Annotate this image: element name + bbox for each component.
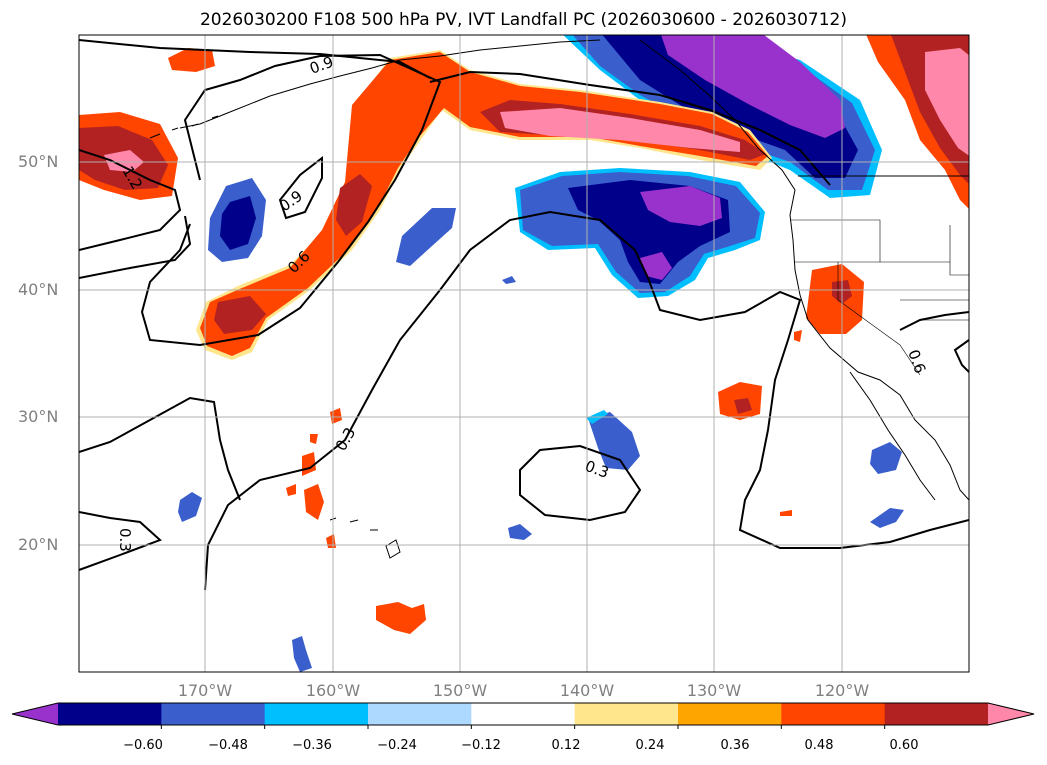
latitude-label: 20°N [18, 535, 59, 554]
colorbar-cell [471, 703, 576, 725]
island-positive-5 [310, 434, 318, 444]
longitude-label: 120°W [814, 681, 870, 700]
contour-ring-west [79, 149, 182, 251]
colorbar-extend-min [12, 703, 58, 725]
alaska-coastline [179, 39, 601, 129]
contour-label: 0.3 [116, 528, 134, 552]
small-negative-3 [292, 636, 312, 672]
latitude-label: 40°N [18, 280, 59, 299]
contour-0.3-sw [79, 511, 162, 571]
contour-0.9-loop [278, 155, 323, 220]
colorbar-cell [368, 703, 472, 725]
colorbar-outline [11, 702, 1035, 726]
contour-0.9-north [79, 39, 431, 79]
colorbar-tick-label: −0.24 [377, 738, 417, 753]
central-negative-blob-core2 [640, 252, 672, 280]
colorbar-tick-label: −0.48 [208, 738, 248, 753]
colorbar-tick-marks [160, 725, 886, 729]
longitude-label: 130°W [686, 681, 742, 700]
colorbar-cell [781, 703, 886, 725]
colorbar-tick-label: 0.60 [889, 738, 919, 753]
colorbar-cell [58, 703, 162, 725]
mid-negative-blob [396, 208, 456, 266]
contour-0.3-south-tongue [204, 210, 969, 591]
longitude-label: 150°W [432, 681, 488, 700]
band-dark-patch-1 [336, 174, 372, 236]
colorbar [11, 702, 1035, 729]
contour-0.6 [140, 53, 442, 347]
nw-small-positive [168, 48, 215, 72]
positive-anomaly-fills [79, 35, 969, 634]
colorbar-cell [264, 703, 369, 725]
colorbar-cells [12, 703, 1034, 725]
gridlines [79, 35, 969, 672]
baja-coastline [849, 371, 936, 501]
longitude-label: 170°W [177, 681, 233, 700]
colorbar-cell [574, 703, 679, 725]
small-negative-2 [508, 524, 532, 540]
contour-lines [79, 39, 969, 591]
state-borders [790, 219, 969, 376]
island-positive-6 [286, 484, 296, 496]
map-title: 2026030200 F108 500 hPa PV, IVT Landfall… [199, 10, 847, 30]
e-positive-blob-dark [734, 398, 752, 414]
contour-0.6-long [429, 70, 831, 186]
ne-pacific-negative-trough-core [661, 35, 845, 138]
colorbar-tick-label: 0.48 [804, 738, 834, 753]
tiny-positive-2 [794, 330, 802, 342]
aleutian-islands [149, 115, 219, 139]
colorbar-tick-label: −0.60 [123, 738, 163, 753]
colorbar-extend-max [988, 703, 1034, 725]
w-negative-blob-core [220, 196, 256, 250]
ne-positive-blob-pink [925, 48, 969, 156]
sub-negative-blob [588, 412, 640, 470]
small-negative-1 [178, 492, 202, 522]
contour-0.3-west [79, 396, 241, 501]
tiny-positive-1 [780, 510, 792, 516]
sw-positive-blob [376, 602, 426, 634]
band-dark-patch-2 [214, 296, 266, 334]
colorbar-tick-label: 0.12 [551, 738, 581, 753]
baja-negative-blob-2 [870, 508, 904, 528]
contour-0.6-east-2 [953, 339, 969, 373]
longitude-label: 140°W [559, 681, 615, 700]
colorbar-cell [161, 703, 266, 725]
california-positive-blob [806, 264, 864, 334]
baja-negative-blob [870, 442, 902, 474]
small-negative-4 [502, 276, 516, 284]
w-positive-blob-pink [104, 150, 144, 172]
colorbar-cell [678, 703, 782, 725]
latitude-label: 50°N [18, 152, 59, 171]
longitude-label: 160°W [305, 681, 361, 700]
contour-0.3-ellipse [519, 444, 642, 522]
colorbar-tick-label: 0.36 [720, 738, 750, 753]
contour-ring-west-2 [79, 215, 192, 279]
ne-pacific-negative-trough-inner [602, 35, 858, 178]
colorbar-tick-label: −0.36 [292, 738, 332, 753]
contour-0.6-east [899, 311, 969, 331]
main-positive-band-pink [500, 108, 740, 152]
colorbar-tick-label: −0.12 [461, 738, 501, 753]
colorbar-cell [884, 703, 989, 725]
central-negative-blob-core [640, 186, 722, 226]
latitude-label: 30°N [18, 407, 59, 426]
colorbar-tick-label: 0.24 [635, 738, 665, 753]
nw-coastline [639, 39, 969, 501]
island-positive-3 [304, 484, 324, 520]
negative-anomaly-fills [178, 35, 904, 672]
map-frame [78, 34, 970, 673]
